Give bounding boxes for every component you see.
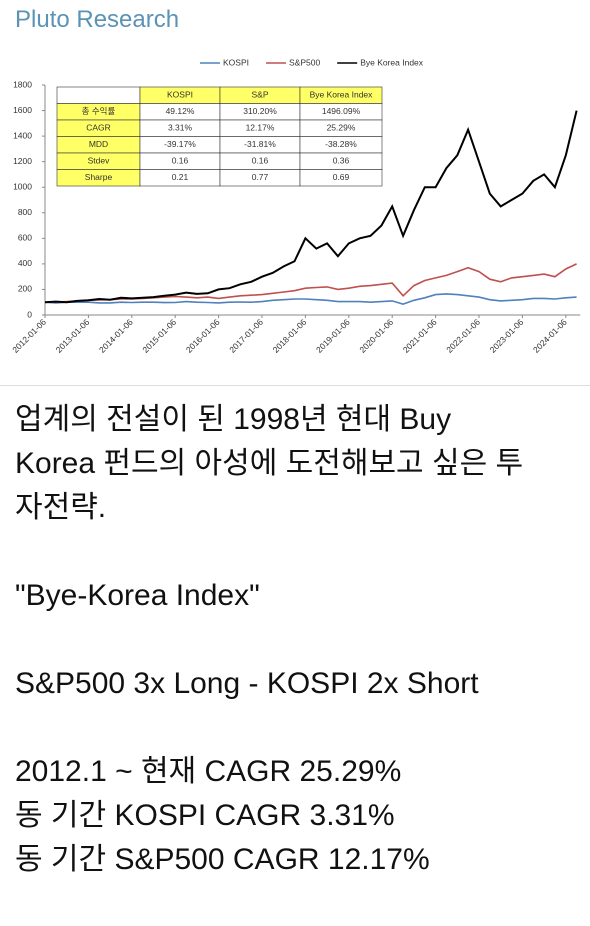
post-text: 업계의 전설이 된 1998년 현대 Buy Korea 펀드의 아성에 도전해보… [15,398,523,926]
text-line: Korea 펀드의 아성에 도전해보고 싶은 투 [15,447,524,480]
y-tick-label: 0 [27,309,32,319]
table-cell-text: Sharpe [85,172,113,182]
table-cell [299,169,383,187]
table-cell-text: 25.29% [327,123,356,133]
legend-label: S&P500 [289,57,320,67]
paragraph: 2012.1 ~ 현재 CAGR 25.29% 동 기간 KOSPI CAGR 3… [15,750,523,882]
line-series [44,110,578,304]
y-tick-label: 1400 [13,130,32,140]
table-cell-text: 310.20% [243,106,277,116]
y-tick-label: 800 [18,207,32,217]
chart: 0200400600800100012001400160018002012-01… [0,45,590,386]
table-header: S&P [251,90,268,100]
paragraph: 업계의 전설이 된 1998년 현대 Buy Korea 펀드의 아성에 도전해보… [15,398,523,530]
text-line: 자전략. [15,491,107,524]
paragraph: "Bye-Korea Index" [15,574,523,618]
text-line: 동 기간 S&P500 CAGR 12.17% [15,843,430,876]
table-cell-text: 0.21 [172,172,189,182]
y-tick-label: 1600 [13,105,32,115]
text-line: "Bye-Korea Index" [15,579,260,612]
table-cell-text: 12.17% [246,123,275,133]
table-cell-text: -38.28% [325,139,357,149]
table-cell-text: 3.31% [168,123,193,133]
table-cell-text: 0.16 [172,156,189,166]
y-tick-label: 1000 [13,181,32,191]
line-series [44,293,577,305]
text-line: 동 기간 KOSPI CAGR 3.31% [15,799,395,832]
y-tick-label: 1200 [13,156,32,166]
table-cell-text: 0.36 [333,156,350,166]
y-tick-label: 200 [18,284,32,294]
table-cell-text: CAGR [86,123,111,133]
y-tick-label: 600 [18,233,32,243]
y-tick-label: 400 [18,258,32,268]
table-header: Bye Korea Index [310,90,374,100]
table-cell-text: -39.17% [164,139,196,149]
table-cell-text: MDD [89,139,108,149]
legend-label: KOSPI [223,57,249,67]
table-cell-text: 0.16 [252,156,269,166]
table-cell-text: 49.12% [166,106,195,116]
y-tick-label: 1800 [13,79,32,89]
table-cell [56,86,141,104]
table-cell-text: Stdev [88,156,110,166]
table-header: KOSPI [167,90,193,100]
text-line: 2012.1 ~ 현재 CAGR 25.29% [15,755,402,788]
table-cell-text: 총 수익률 [82,106,116,116]
account-name[interactable]: Pluto Research [15,6,180,33]
page: Pluto Research 0 200 400 600 800 1000 1200 1400… [0,6,590,876]
table-cell-text: -31.81% [244,139,276,149]
paragraph: S&P500 3x Long - KOSPI 2x Short [15,662,523,706]
table-cell-text: 1496.09% [322,106,361,116]
legend-label: Bye Korea Index [360,57,424,67]
text-line: 업계의 전설이 된 1998년 현대 Buy [15,403,452,436]
table-cell-text: 0.77 [252,172,269,182]
text-line: S&P500 3x Long - KOSPI 2x Short [15,667,479,700]
table-cell-text: 0.69 [333,172,350,182]
